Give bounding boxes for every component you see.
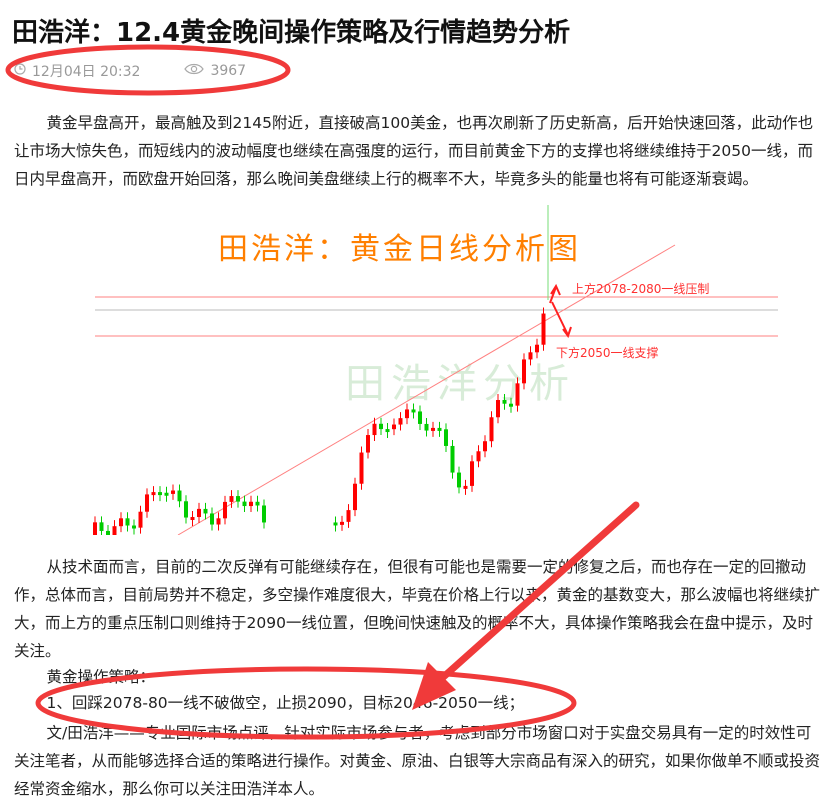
candle-body: [210, 513, 214, 525]
candle-body: [470, 461, 474, 486]
candle-body: [476, 451, 481, 462]
candle-body: [444, 429, 448, 446]
paragraph-intro: 黄金早盘高开，最高触及到2145附近，直接破高100美金，也再次刷新了历史新高，…: [14, 114, 814, 188]
candle-body: [125, 518, 130, 526]
support-label: 下方2050一线支撑: [556, 345, 659, 360]
candle-body: [366, 435, 370, 453]
candle-body: [138, 511, 143, 528]
candle-body: [502, 400, 507, 404]
candle-body: [119, 518, 123, 527]
candle-body: [522, 359, 526, 384]
candlesticks: [93, 307, 546, 535]
strategy-heading: 黄金操作策略：: [46, 668, 156, 686]
candle-body: [431, 427, 435, 431]
candle-body: [236, 496, 240, 502]
candle-body: [353, 483, 357, 511]
chart-heading: 田浩洋：黄金日线分析图: [218, 232, 581, 267]
candle-body: [463, 485, 468, 489]
candle-body: [333, 522, 338, 526]
candle-body: [379, 423, 383, 430]
publish-date: 12月04日 20:32: [32, 64, 141, 80]
author-note: 文/田浩洋——专业国际市场点评，针对实际市场参与者，考虑到部分市场窗口对于实盘交…: [14, 724, 821, 798]
candle-body: [346, 510, 351, 522]
candle-body: [112, 526, 117, 535]
candle-body: [411, 409, 416, 413]
candle-body: [158, 492, 162, 496]
candle-body: [483, 441, 487, 452]
candle-body: [450, 445, 455, 473]
clock-icon: [14, 63, 26, 79]
candle-body: [489, 417, 494, 442]
chart-watermark: 田浩洋分析: [345, 361, 575, 407]
paragraph-technical: 从技术面而言，目前的二次反弹有可能继续存在，但很有可能也是需要一定的修复之后，而…: [14, 558, 821, 660]
candle-body: [99, 522, 104, 531]
candle-body: [164, 492, 169, 496]
candle-body: [249, 501, 253, 507]
candle-body: [424, 423, 429, 431]
candle-body: [392, 424, 396, 430]
candle-body: [106, 530, 110, 535]
candle-body: [229, 496, 234, 502]
candle-body: [145, 494, 149, 512]
down-arrow-icon: [551, 301, 572, 339]
candle-body: [398, 418, 403, 425]
candle-body: [93, 522, 97, 535]
candle-body: [177, 490, 182, 502]
eye-icon: [184, 63, 205, 79]
candle-body: [372, 423, 377, 436]
candle-body: [541, 313, 546, 345]
candle-body: [171, 490, 175, 494]
candle-body: [457, 472, 461, 488]
candle-body: [216, 518, 221, 525]
candle-body: [197, 508, 201, 518]
candle-body: [437, 427, 442, 431]
trend-line: [177, 244, 676, 535]
candle-body: [515, 383, 520, 406]
gold-daily-chart-image: 田浩洋：黄金日线分析图 田浩洋分析 上方2078-2080一线压制 下方2050…: [93, 205, 778, 535]
resistance-label: 上方2078-2080一线压制: [572, 281, 709, 296]
article-title: 田浩洋：12.4黄金晚间操作策略及行情趋势分析: [12, 18, 571, 48]
candle-body: [340, 521, 344, 525]
candle-body: [496, 400, 500, 418]
up-arrow-icon: [549, 283, 561, 304]
candle-body: [418, 411, 422, 424]
view-count: 3967: [184, 63, 246, 79]
candle-body: [262, 505, 266, 523]
candle-body: [359, 452, 364, 484]
candle-body: [242, 501, 247, 507]
candle-body: [223, 501, 227, 519]
article-meta: 12月04日 20:32 3967: [14, 61, 246, 81]
candle-body: [184, 501, 188, 518]
views-number: 3967: [210, 63, 247, 79]
candle-body: [535, 344, 539, 353]
candle-body: [151, 492, 156, 496]
candle-body: [509, 403, 513, 407]
candle-body: [528, 352, 533, 360]
strategy-item-1: 1、回踩2078-80一线不破做空，止损2090，目标2046-2050一线；: [46, 694, 525, 712]
candle-body: [203, 508, 208, 514]
candle-body: [190, 517, 195, 521]
candle-body: [385, 429, 390, 433]
candle-body: [405, 409, 409, 419]
candle-body: [255, 501, 260, 506]
candle-body: [132, 525, 136, 529]
